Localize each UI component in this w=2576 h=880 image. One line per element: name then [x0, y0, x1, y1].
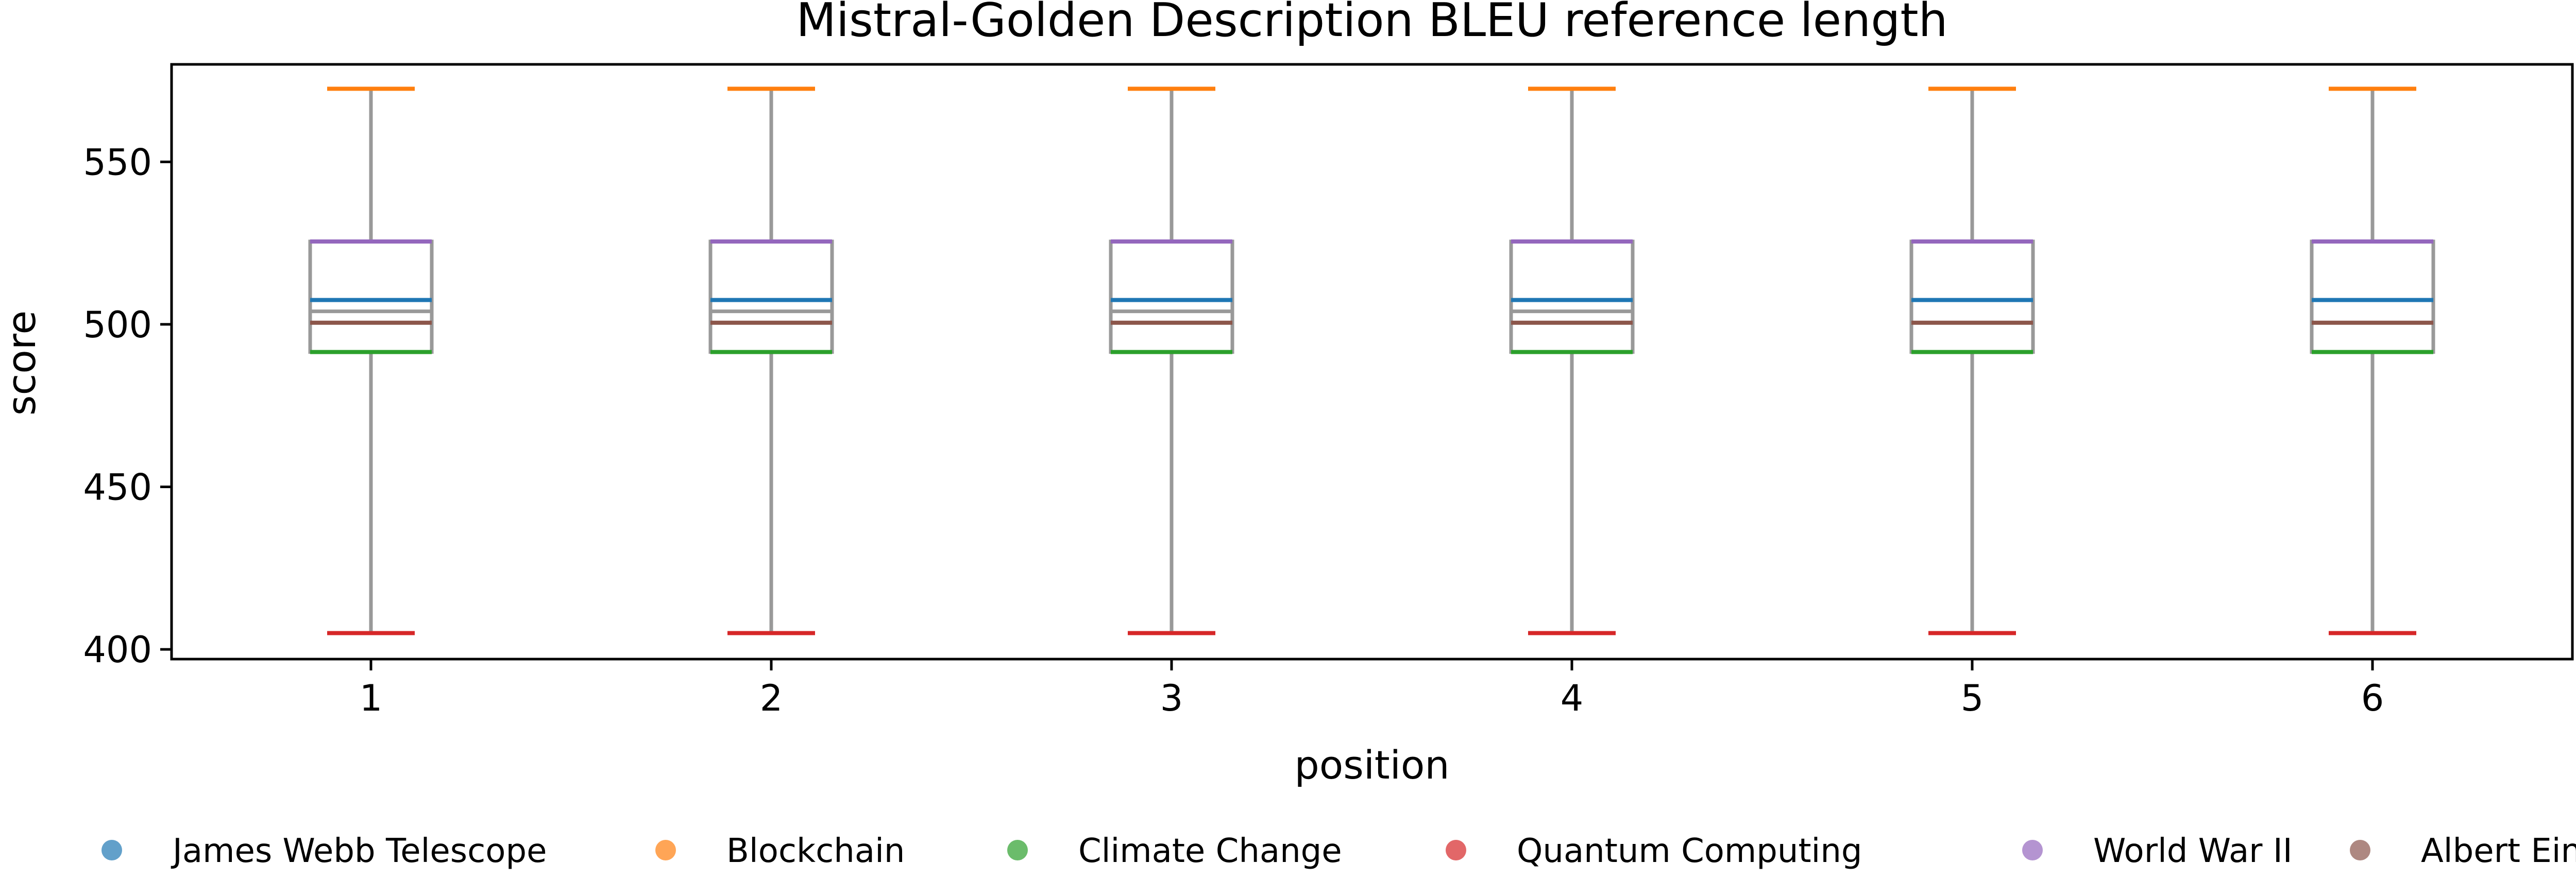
legend-item: Blockchain — [655, 832, 905, 870]
x-tick-label: 3 — [1160, 677, 1183, 719]
box-iqr — [708, 239, 834, 354]
x-tick-label: 5 — [1961, 677, 1984, 719]
box-position-3 — [1109, 89, 1234, 633]
legend-label: Climate Change — [1078, 832, 1342, 870]
box-position-4 — [1509, 89, 1635, 633]
legend-marker — [655, 840, 676, 860]
y-axis-label: score — [0, 310, 44, 416]
legend: James Webb Telescope Blockchain Climate Ch… — [101, 832, 2576, 870]
y-tick-label: 500 — [83, 304, 152, 346]
box-plots — [308, 87, 2435, 635]
box-iqr — [1109, 239, 1234, 354]
chart-title: Mistral-Golden Description BLEU referenc… — [796, 0, 1947, 47]
box-iqr — [1909, 239, 2035, 354]
legend-item: Climate Change — [1007, 832, 1342, 870]
x-tick-label: 1 — [360, 677, 383, 719]
legend-marker — [1446, 840, 1466, 860]
legend-label: Blockchain — [726, 832, 905, 870]
x-axis: 1 2 3 4 5 6 — [360, 659, 2384, 719]
box-position-1 — [308, 89, 434, 633]
x-tick-label: 6 — [2361, 677, 2384, 719]
box-position-2 — [708, 89, 834, 633]
legend-label: Albert Einstein — [2421, 832, 2576, 870]
legend-marker — [2022, 840, 2043, 860]
legend-label: World War II — [2093, 832, 2293, 870]
plot-frame — [170, 63, 2574, 661]
x-tick-label: 4 — [1561, 677, 1584, 719]
x-axis-label: position — [1294, 742, 1449, 788]
legend-label: Quantum Computing — [1517, 832, 1862, 870]
box-position-5 — [1909, 89, 2035, 633]
box-iqr — [2310, 239, 2435, 354]
box-iqr — [1509, 239, 1635, 354]
box-position-6 — [2310, 89, 2435, 633]
legend-item: World War II — [2022, 832, 2293, 870]
legend-item: Quantum Computing — [1446, 832, 1862, 870]
legend-label: James Webb Telescope — [171, 832, 547, 870]
x-tick-label: 2 — [760, 677, 783, 719]
legend-item: James Webb Telescope — [101, 832, 547, 870]
legend-marker — [101, 840, 122, 860]
y-tick-label: 550 — [83, 141, 152, 183]
legend-item: Albert Einstein — [2350, 832, 2576, 870]
legend-marker — [2350, 840, 2370, 860]
y-tick-label: 400 — [83, 629, 152, 671]
y-tick-label: 450 — [83, 466, 152, 508]
y-axis: 400 450 500 550 — [83, 141, 172, 671]
box-iqr — [308, 239, 434, 354]
legend-marker — [1007, 840, 1028, 860]
